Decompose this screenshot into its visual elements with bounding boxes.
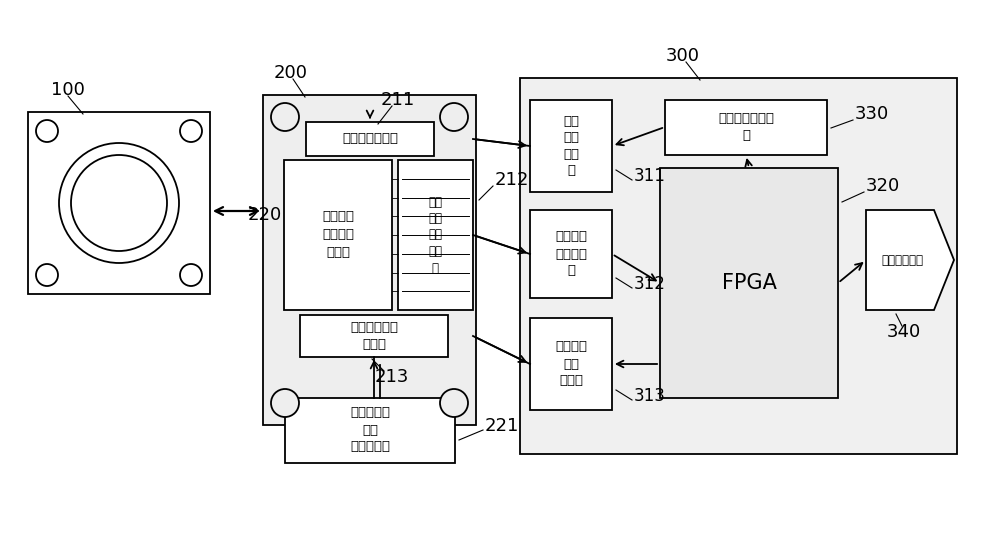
Text: 第二
电源
接插
件: 第二 电源 接插 件 (563, 115, 579, 177)
Text: 第一
图像
数据
接插
件: 第一 图像 数据 接插 件 (428, 195, 442, 274)
Bar (660, 168, 838, 398)
Text: 211: 211 (381, 91, 415, 109)
Circle shape (271, 103, 299, 131)
Bar (306, 122, 434, 156)
Text: 开发终端接口: 开发终端接口 (881, 253, 923, 266)
Circle shape (71, 155, 167, 251)
Text: 212: 212 (495, 171, 529, 189)
Bar (28, 112, 210, 294)
Text: 电源模块切换开
关: 电源模块切换开 关 (718, 112, 774, 142)
Circle shape (440, 103, 468, 131)
Text: FPGA: FPGA (722, 273, 776, 293)
Bar (300, 315, 448, 357)
Text: 221: 221 (485, 417, 519, 435)
Polygon shape (866, 210, 954, 310)
Circle shape (59, 143, 179, 263)
Text: 313: 313 (634, 387, 666, 405)
Bar (520, 78, 957, 454)
Circle shape (440, 389, 468, 417)
Text: 第一电源接插件: 第一电源接插件 (342, 132, 398, 145)
Text: 300: 300 (666, 47, 700, 65)
Text: 图像传感器
芯片
转接线路板: 图像传感器 芯片 转接线路板 (350, 407, 390, 454)
Circle shape (180, 120, 202, 142)
Text: 311: 311 (634, 167, 666, 185)
Circle shape (271, 389, 299, 417)
Bar (263, 95, 476, 425)
Text: 第二控制
指令
接插件: 第二控制 指令 接插件 (555, 341, 587, 387)
Text: 第二图像
数据接插
件: 第二图像 数据接插 件 (555, 230, 587, 278)
Text: 第一控制指令
接插件: 第一控制指令 接插件 (350, 321, 398, 351)
Bar (530, 318, 612, 410)
Text: 213: 213 (375, 368, 409, 386)
Bar (285, 398, 455, 463)
Bar (398, 160, 473, 310)
Text: 220: 220 (248, 206, 282, 224)
Text: 图像传感
器芯片测
试插座: 图像传感 器芯片测 试插座 (322, 210, 354, 259)
Text: 100: 100 (51, 81, 85, 99)
Text: 320: 320 (866, 177, 900, 195)
Text: 330: 330 (855, 105, 889, 123)
Bar (665, 100, 827, 155)
Circle shape (36, 264, 58, 286)
Circle shape (180, 264, 202, 286)
Text: 312: 312 (634, 275, 666, 293)
Bar (284, 160, 392, 310)
Bar (530, 210, 612, 298)
Text: 340: 340 (887, 323, 921, 341)
Bar (530, 100, 612, 192)
Text: 200: 200 (274, 64, 308, 82)
Circle shape (36, 120, 58, 142)
